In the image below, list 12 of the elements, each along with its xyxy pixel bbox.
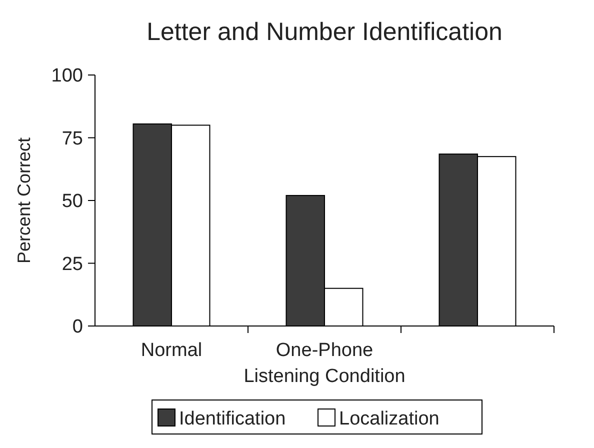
y-tick-label: 75: [62, 128, 83, 150]
x-axis-title: Listening Condition: [244, 366, 406, 387]
y-tick-label: 25: [62, 254, 83, 275]
y-tick-label: 50: [62, 191, 83, 212]
chart-title: Letter and Number Identification: [146, 18, 502, 46]
y-axis-title: Percent Correct: [14, 137, 34, 264]
legend-label: Identification: [179, 408, 286, 430]
y-tick-label: 100: [51, 66, 83, 87]
y-tick-label: 0: [72, 316, 83, 338]
legend-label: Localization: [339, 408, 440, 430]
x-tick-label: Normal: [140, 340, 202, 361]
x-tick-label: One-Phone: [276, 340, 374, 361]
